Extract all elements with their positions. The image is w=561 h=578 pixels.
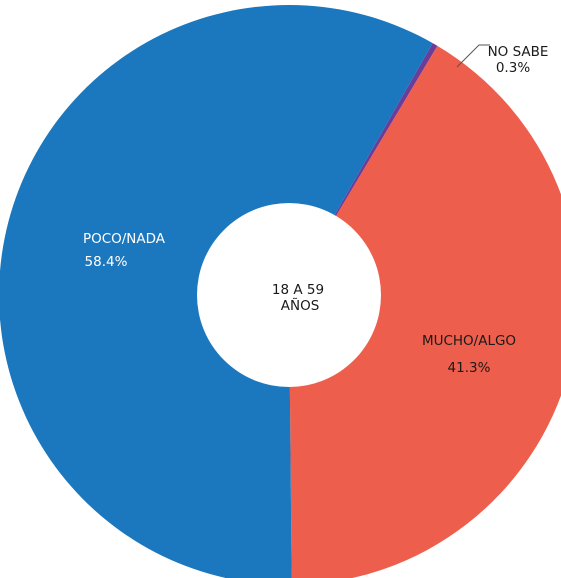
label-no-sabe-name: NO SABE <box>488 44 549 60</box>
label-mucho-algo-value: 41.3% <box>448 360 491 376</box>
no-sabe-leader-line <box>456 44 490 68</box>
label-mucho-algo-name: MUCHO/ALGO <box>422 333 516 349</box>
center-label-line-1: 18 A 59 <box>272 282 324 298</box>
donut-hole <box>197 203 381 387</box>
slice-mucho-algo <box>289 45 561 578</box>
label-no-sabe-value: 0.3% <box>496 60 530 76</box>
label-poco-nada-value: 58.4% <box>85 254 128 270</box>
center-label-line-2: AÑOS <box>281 297 320 314</box>
label-poco-nada-name: POCO/NADA <box>83 231 166 247</box>
